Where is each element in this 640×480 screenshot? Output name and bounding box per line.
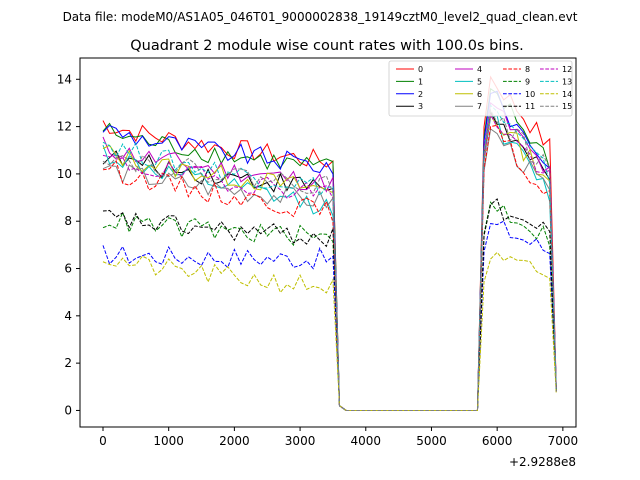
y-tick-label: 14 [57, 72, 72, 86]
legend-label-5: 5 [477, 77, 482, 86]
x-tick-label: 0 [99, 434, 107, 448]
series-lines [102, 75, 557, 411]
x-tick-label: 2000 [219, 434, 250, 448]
y-tick-label: 4 [64, 309, 72, 323]
legend-box [388, 60, 573, 117]
legend-label-2: 2 [418, 90, 423, 99]
series-line-14 [102, 251, 557, 411]
legend-label-10: 10 [525, 90, 535, 99]
x-offset-label: +2.9288e8 [509, 455, 576, 469]
legend-label-3: 3 [418, 102, 423, 111]
y-tick-label: 6 [64, 262, 72, 276]
y-tick-label: 0 [64, 403, 72, 417]
series-line-11 [102, 198, 557, 411]
series-line-7 [102, 128, 557, 411]
x-tick-label: 1000 [153, 434, 184, 448]
legend-label-13: 13 [562, 77, 572, 86]
y-tick-label: 8 [64, 214, 72, 228]
series-line-8 [102, 124, 557, 411]
y-tick-label: 12 [57, 120, 72, 134]
legend-label-9: 9 [525, 77, 530, 86]
x-tick-label: 5000 [416, 434, 447, 448]
x-tick-label: 6000 [482, 434, 513, 448]
legend-label-12: 12 [562, 65, 572, 74]
legend-label-4: 4 [477, 65, 482, 74]
y-tick-label: 2 [64, 356, 72, 370]
y-tick-label: 10 [57, 167, 72, 181]
legend-label-1: 1 [418, 77, 423, 86]
series-line-12 [102, 113, 557, 411]
suptitle: Data file: modeM0/AS1A05_046T01_90000028… [63, 10, 578, 24]
legend-label-11: 11 [525, 102, 535, 111]
legend-label-14: 14 [562, 90, 572, 99]
legend-label-15: 15 [562, 102, 572, 111]
series-line-15 [102, 108, 557, 411]
legend-label-6: 6 [477, 90, 482, 99]
legend-label-7: 7 [477, 102, 482, 111]
series-line-6 [102, 113, 557, 411]
y-axis: 0 2 4 6 8 10 12 14 [57, 72, 80, 417]
legend-label-8: 8 [525, 65, 530, 74]
plot-area [79, 57, 577, 428]
chart-title: Quadrant 2 module wise count rates with … [130, 38, 524, 54]
series-line-4 [102, 102, 557, 411]
x-tick-label: 7000 [548, 434, 579, 448]
series-line-13 [102, 104, 557, 411]
x-tick-label: 4000 [351, 434, 382, 448]
x-axis: 0 1000 2000 3000 4000 5000 6000 7000 [99, 427, 578, 448]
series-line-10 [102, 220, 557, 411]
legend-label-0: 0 [418, 65, 423, 74]
x-tick-label: 3000 [285, 434, 316, 448]
plot-frame [79, 57, 577, 428]
